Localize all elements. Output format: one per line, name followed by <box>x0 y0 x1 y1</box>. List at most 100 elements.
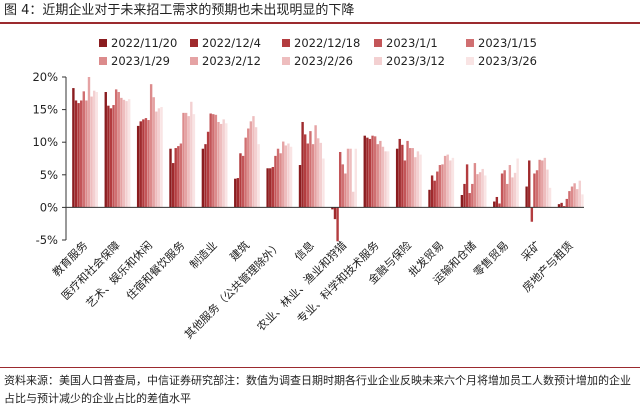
bar <box>386 151 390 208</box>
bar <box>120 97 123 208</box>
bar <box>201 148 205 208</box>
x-tick-label: 建筑 <box>227 238 252 263</box>
bar <box>401 144 404 208</box>
bar <box>338 151 342 208</box>
y-tick-label: 5% <box>40 168 58 182</box>
bar <box>184 112 188 208</box>
bar <box>498 203 501 208</box>
bar <box>438 165 442 208</box>
bar <box>436 171 439 208</box>
bar <box>304 134 307 208</box>
bar <box>212 114 215 208</box>
bar <box>548 187 552 208</box>
bar <box>465 164 469 208</box>
bar <box>274 155 277 208</box>
bar <box>77 103 80 208</box>
bar <box>560 202 563 208</box>
bar <box>451 157 455 208</box>
bar <box>363 135 366 208</box>
bar <box>190 101 193 208</box>
bar <box>411 148 414 208</box>
bar <box>535 170 539 208</box>
footer-rule <box>0 367 640 368</box>
bar <box>82 91 85 208</box>
bar <box>349 148 352 208</box>
bar <box>236 178 240 208</box>
bar <box>155 111 158 208</box>
bar <box>309 131 312 208</box>
legend-label: 2022/12/18 <box>294 36 360 50</box>
bar <box>406 140 409 208</box>
bar <box>336 207 339 242</box>
bar <box>160 106 163 208</box>
bar <box>289 146 293 208</box>
legend-swatch <box>190 57 198 65</box>
bar <box>346 148 350 208</box>
bar <box>125 101 128 208</box>
bar <box>139 121 142 208</box>
bar <box>533 173 536 208</box>
legend-swatch <box>282 57 290 65</box>
legend-swatch <box>374 57 382 65</box>
bar <box>257 144 260 208</box>
bar <box>516 158 519 208</box>
bar <box>322 158 325 208</box>
bar <box>419 154 422 208</box>
bar <box>79 100 83 208</box>
bar <box>317 138 320 208</box>
bar <box>373 136 377 208</box>
legend-swatch <box>374 39 382 47</box>
bar <box>563 206 566 208</box>
bar <box>471 183 474 208</box>
bar <box>298 165 302 208</box>
legend-label: 2023/3/12 <box>386 54 445 68</box>
bar <box>279 153 282 208</box>
bar <box>136 125 140 208</box>
x-tick-label: 制造业 <box>187 238 220 271</box>
bar <box>306 143 310 208</box>
legend-swatch <box>99 57 107 65</box>
bar <box>398 138 401 208</box>
bar <box>460 195 464 208</box>
bar <box>266 168 269 208</box>
bar <box>72 88 75 208</box>
bar <box>112 105 115 208</box>
bar <box>333 207 337 220</box>
bar <box>282 141 285 208</box>
bar <box>127 99 131 208</box>
legend-label: 2023/1/1 <box>386 36 438 50</box>
bar <box>570 186 574 208</box>
bar <box>225 123 228 208</box>
y-tick-label: -5% <box>36 233 58 247</box>
bar <box>403 160 407 208</box>
y-axis: -5% 0% 5% 10% 15% 20% <box>32 70 67 247</box>
bar <box>90 96 93 208</box>
bar <box>187 116 190 208</box>
bar <box>142 119 145 208</box>
bar <box>430 175 434 208</box>
y-tick-label: 10% <box>32 135 58 149</box>
bar <box>87 77 91 208</box>
bar <box>219 123 223 208</box>
y-tick-label: 0% <box>40 200 58 214</box>
bar <box>443 155 447 208</box>
bar <box>473 163 477 208</box>
bar <box>508 165 512 208</box>
grouped-bar-chart: 2022/11/20 2022/12/4 2022/12/18 2023/1/1 202… <box>32 36 584 341</box>
bar <box>249 121 253 208</box>
bar <box>573 183 576 208</box>
bar <box>463 183 466 208</box>
bar <box>157 108 161 208</box>
bar <box>565 198 569 208</box>
bar <box>171 163 175 208</box>
y-tick-label: 15% <box>32 103 58 117</box>
bar <box>104 92 107 208</box>
bar <box>192 114 196 208</box>
bar <box>528 160 531 208</box>
x-tick-label: 零售贸易 <box>470 238 511 279</box>
bar-groups <box>72 77 584 242</box>
bar <box>506 183 509 208</box>
bar <box>149 84 153 208</box>
bar <box>541 160 544 208</box>
